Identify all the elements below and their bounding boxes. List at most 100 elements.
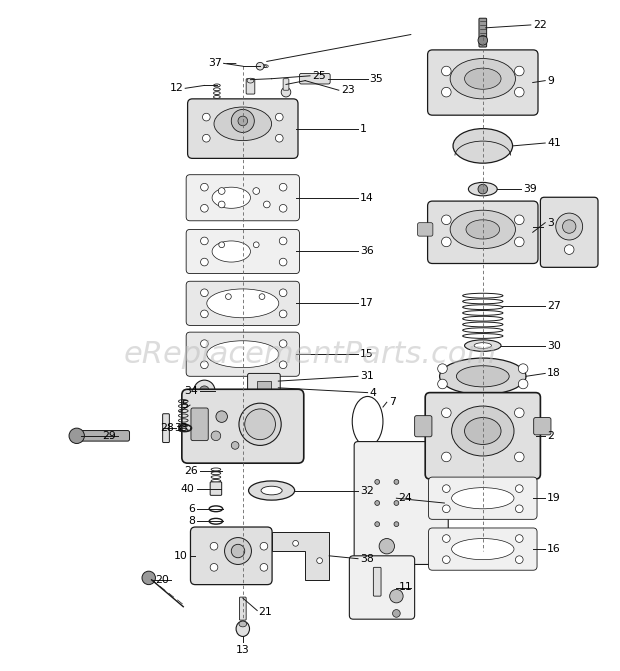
Circle shape <box>200 386 209 395</box>
Ellipse shape <box>466 220 500 239</box>
Text: 27: 27 <box>547 301 561 311</box>
Circle shape <box>200 340 208 348</box>
FancyBboxPatch shape <box>246 79 255 94</box>
Circle shape <box>562 220 576 234</box>
Polygon shape <box>272 532 329 580</box>
Text: 38: 38 <box>360 554 374 564</box>
FancyBboxPatch shape <box>188 99 298 158</box>
Circle shape <box>211 431 221 441</box>
Circle shape <box>231 109 254 132</box>
Circle shape <box>260 564 268 571</box>
Circle shape <box>260 542 268 550</box>
Circle shape <box>239 403 281 446</box>
Ellipse shape <box>207 341 279 368</box>
Text: 26: 26 <box>184 466 198 476</box>
Text: 41: 41 <box>547 138 561 148</box>
Circle shape <box>279 237 287 245</box>
Circle shape <box>515 505 523 513</box>
Text: 11: 11 <box>398 582 412 592</box>
Text: 9: 9 <box>547 76 554 86</box>
Circle shape <box>200 237 208 245</box>
Circle shape <box>564 245 574 254</box>
FancyBboxPatch shape <box>417 223 433 236</box>
Ellipse shape <box>212 241 250 262</box>
Circle shape <box>275 134 283 142</box>
FancyBboxPatch shape <box>162 414 169 443</box>
Circle shape <box>518 364 528 374</box>
Ellipse shape <box>440 358 526 395</box>
FancyBboxPatch shape <box>425 393 541 479</box>
Circle shape <box>441 215 451 225</box>
Circle shape <box>556 213 583 240</box>
Circle shape <box>394 480 399 484</box>
Text: 2: 2 <box>547 431 554 441</box>
Circle shape <box>478 185 487 194</box>
Circle shape <box>438 364 447 374</box>
Circle shape <box>245 409 275 440</box>
Circle shape <box>515 535 523 542</box>
Circle shape <box>375 522 379 527</box>
Text: 3: 3 <box>547 217 554 227</box>
Circle shape <box>515 237 524 247</box>
Circle shape <box>224 537 252 564</box>
Text: 22: 22 <box>533 20 546 30</box>
Text: 10: 10 <box>174 551 188 561</box>
Circle shape <box>218 188 225 195</box>
Circle shape <box>256 62 264 70</box>
Text: 31: 31 <box>360 371 374 381</box>
FancyBboxPatch shape <box>479 18 487 47</box>
FancyBboxPatch shape <box>428 201 538 264</box>
Circle shape <box>438 379 447 389</box>
Text: 35: 35 <box>370 74 383 84</box>
FancyBboxPatch shape <box>186 281 299 325</box>
Circle shape <box>216 411 228 422</box>
Ellipse shape <box>468 183 497 196</box>
FancyBboxPatch shape <box>186 174 299 221</box>
Circle shape <box>200 361 208 368</box>
Circle shape <box>142 571 156 584</box>
Circle shape <box>264 201 270 208</box>
Text: 20: 20 <box>155 575 169 585</box>
FancyBboxPatch shape <box>349 556 415 619</box>
FancyBboxPatch shape <box>428 477 537 519</box>
Text: 8: 8 <box>188 516 195 526</box>
Circle shape <box>441 452 451 462</box>
Circle shape <box>441 66 451 76</box>
Circle shape <box>203 134 210 142</box>
Circle shape <box>210 564 218 571</box>
FancyBboxPatch shape <box>186 229 299 274</box>
FancyBboxPatch shape <box>415 415 432 437</box>
Text: 30: 30 <box>547 341 561 350</box>
Text: 19: 19 <box>547 493 561 503</box>
Ellipse shape <box>451 406 514 456</box>
Circle shape <box>441 237 451 247</box>
Circle shape <box>226 294 231 299</box>
Circle shape <box>200 183 208 191</box>
Ellipse shape <box>474 343 492 348</box>
FancyBboxPatch shape <box>190 527 272 584</box>
Ellipse shape <box>207 289 279 318</box>
Circle shape <box>231 544 245 558</box>
Text: 37: 37 <box>208 58 222 68</box>
Text: 33: 33 <box>174 423 188 433</box>
Ellipse shape <box>239 621 247 627</box>
Ellipse shape <box>464 417 501 444</box>
Circle shape <box>515 87 524 97</box>
Text: 40: 40 <box>181 484 195 494</box>
Ellipse shape <box>450 210 515 249</box>
Circle shape <box>279 258 287 266</box>
Ellipse shape <box>261 486 282 495</box>
Circle shape <box>317 558 322 564</box>
Circle shape <box>253 188 260 195</box>
Ellipse shape <box>214 107 272 141</box>
Circle shape <box>443 505 450 513</box>
Ellipse shape <box>249 481 294 500</box>
FancyBboxPatch shape <box>299 73 330 84</box>
Text: 34: 34 <box>184 386 198 396</box>
Circle shape <box>279 310 287 318</box>
FancyBboxPatch shape <box>247 374 280 397</box>
Ellipse shape <box>464 68 501 89</box>
Text: 32: 32 <box>360 486 374 496</box>
Circle shape <box>478 36 487 45</box>
Circle shape <box>443 535 450 542</box>
